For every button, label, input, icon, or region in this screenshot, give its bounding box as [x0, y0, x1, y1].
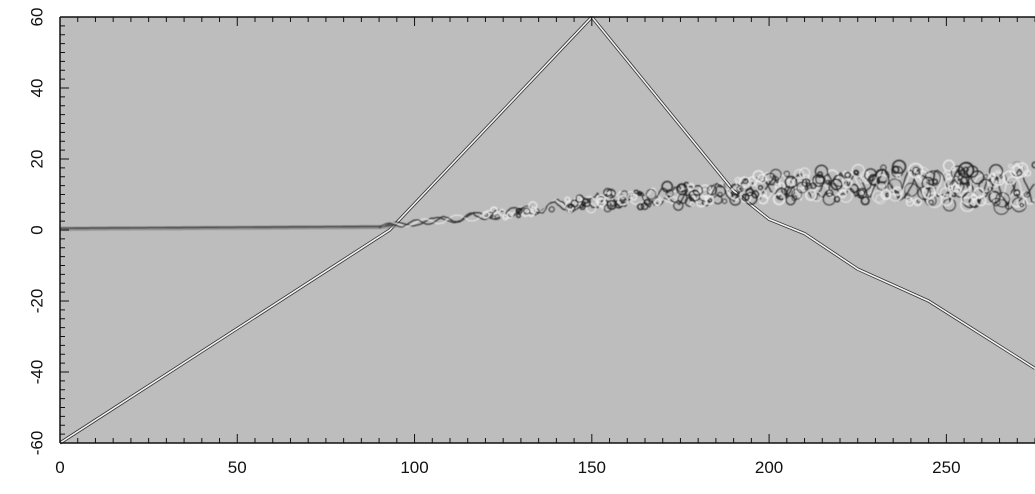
x-tick-label: 150	[578, 458, 606, 477]
y-tick-label: -20	[27, 289, 46, 314]
flow-features	[59, 15, 1035, 445]
x-tick-label: 100	[400, 458, 428, 477]
y-tick-label: -60	[27, 431, 46, 456]
x-tick-label: 250	[932, 458, 960, 477]
x-tick-label: 50	[228, 458, 247, 477]
y-tick-labels: 60 40 20 0 -20 -40 -60	[27, 8, 46, 456]
x-tick-label: 0	[55, 458, 64, 477]
y-tick-label: 20	[27, 150, 46, 169]
y-tick-label: 40	[27, 79, 46, 98]
y-tick-label: 60	[27, 8, 46, 27]
x-tick-label: 200	[755, 458, 783, 477]
y-tick-label: -40	[27, 360, 46, 385]
tick-marks	[59, 16, 1035, 444]
y-tick-label: 0	[27, 225, 46, 234]
flow-field-background	[60, 17, 1035, 443]
incident-shock-line	[59, 15, 593, 445]
x-tick-labels: 0 50 100 150 200 250	[55, 458, 960, 477]
reflected-shock-line	[590, 15, 1035, 370]
shear-layer	[60, 159, 1035, 231]
